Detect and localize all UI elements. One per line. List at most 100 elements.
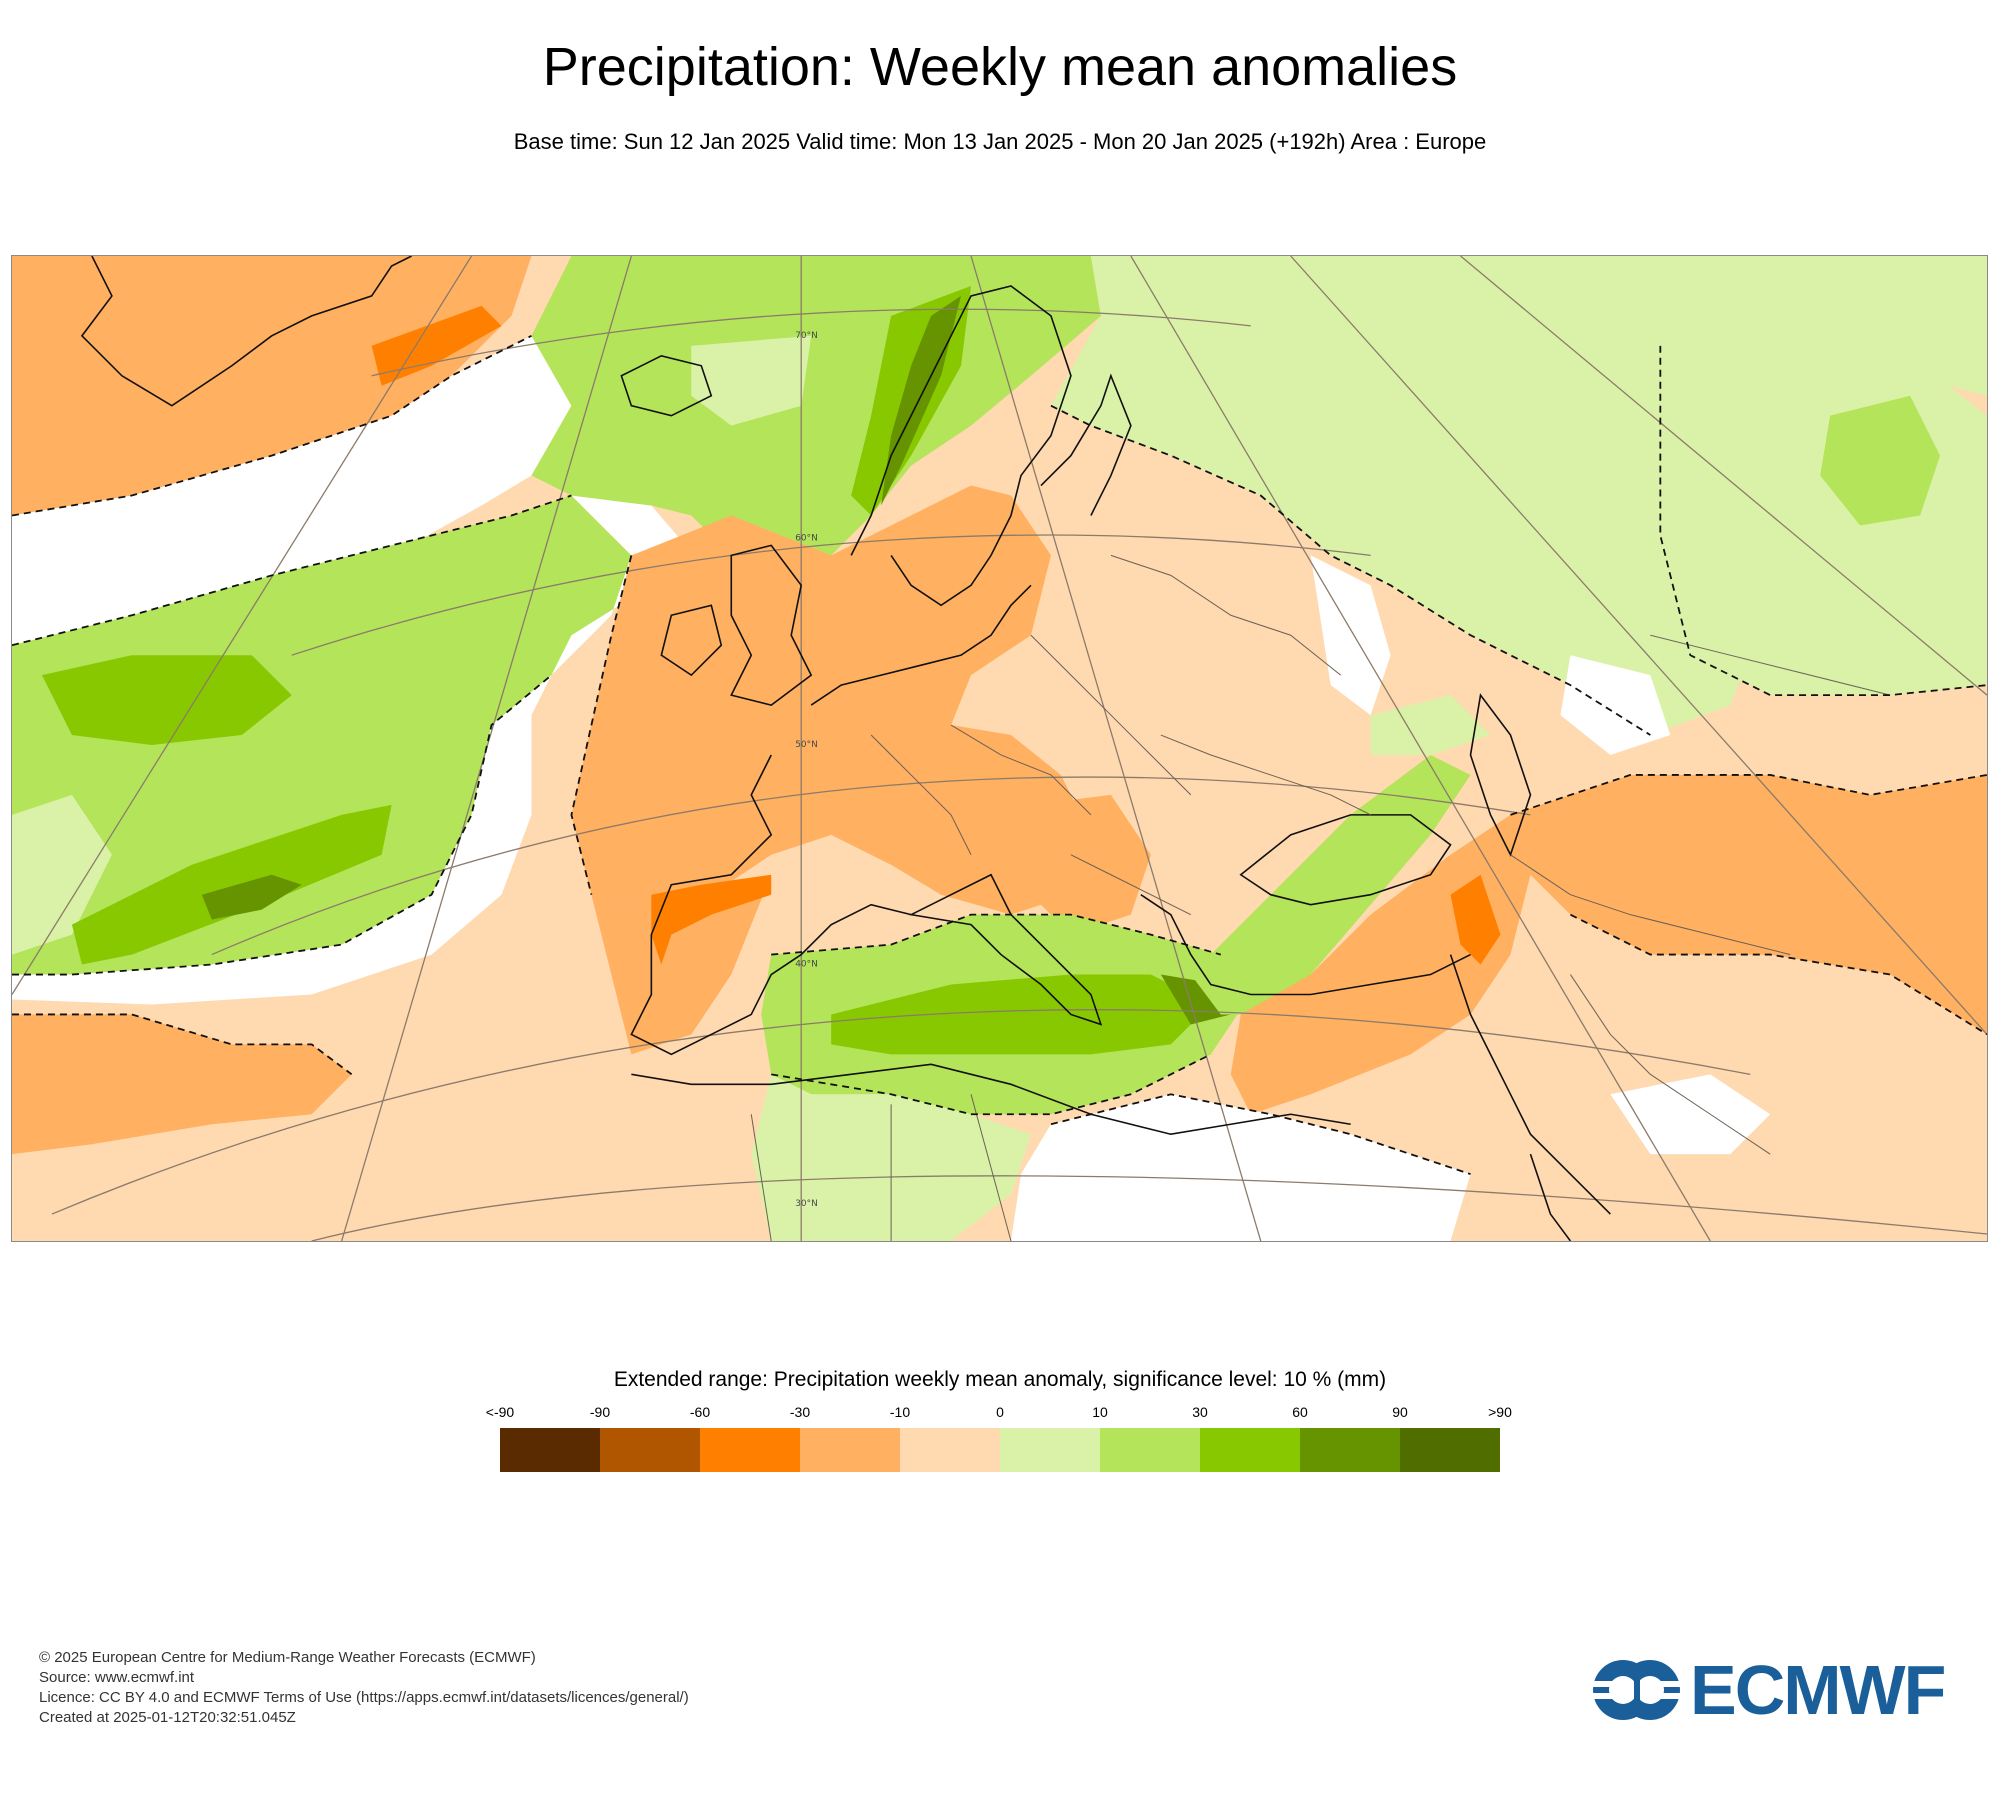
footer-copyright: © 2025 European Centre for Medium-Range …	[39, 1649, 536, 1666]
grid-label-70n: 70°N	[795, 331, 818, 341]
anomaly-region-mediterranean-strong-wet	[831, 974, 1211, 1055]
legend-tick-label: 0	[996, 1404, 1004, 1420]
border-line-5	[1160, 734, 1371, 816]
anomaly-region-black-sea-wet	[1190, 754, 1471, 1015]
legend-swatch-1	[600, 1428, 700, 1472]
coastline-iceland	[620, 354, 713, 417]
legend-swatch-2	[700, 1428, 800, 1472]
legend-swatch-4	[900, 1428, 1000, 1472]
significance-contour-arabia	[1570, 913, 1987, 1036]
significance-contour-siberia	[1659, 345, 1987, 697]
border-line-3	[1030, 634, 1192, 796]
anomaly-region-atlantic-wet-light	[12, 794, 112, 955]
chart-title: Precipitation: Weekly mean anomalies	[542, 37, 1458, 97]
border-line-1	[870, 734, 972, 856]
anomaly-region-iceland-light	[691, 335, 812, 426]
latitude-line-70n	[371, 308, 1251, 377]
ecmwf-logo-text: ECMWF	[1690, 1651, 1946, 1729]
footer-created: Created at 2025-01-12T20:32:51.045Z	[39, 1709, 296, 1726]
legend-swatch-5	[1000, 1428, 1100, 1472]
legend-tick-label: 30	[1192, 1404, 1208, 1420]
legend-tick-label: -60	[689, 1404, 711, 1420]
significance-contour-europe	[570, 555, 633, 895]
legend-tick-label: 10	[1092, 1404, 1108, 1420]
map-canvas: 70°N 60°N 50°N 40°N 30°N	[12, 256, 1987, 1241]
legend-swatch-7	[1200, 1428, 1300, 1472]
anomaly-region-middle-east-dry	[1230, 814, 1531, 1115]
coastline-west-europe	[810, 584, 1032, 706]
legend-color-bar	[500, 1428, 1500, 1472]
border-line-7	[1510, 854, 1791, 956]
coastlines	[80, 256, 1611, 1241]
legend-tick-label: 90	[1392, 1404, 1408, 1420]
coastline-red-sea	[1529, 1153, 1572, 1241]
border-line-4	[1110, 554, 1341, 676]
meridian-line-east-2	[1130, 256, 1711, 1241]
significance-contour-central-asia	[1510, 774, 1987, 816]
legend-title: Extended range: Precipitation weekly mea…	[613, 1368, 1387, 1391]
coastline-scandinavia	[850, 285, 1072, 607]
latitude-line-50n	[211, 776, 1531, 956]
legend-tick-label: 60	[1292, 1404, 1308, 1420]
legend-tick-label: -30	[789, 1404, 811, 1420]
grid-label-40n: 40°N	[795, 960, 818, 970]
legend-swatch-0	[500, 1428, 600, 1472]
anomaly-region-black-sea-light	[1370, 695, 1491, 755]
neutral-band-atlantic-east	[12, 495, 712, 1005]
anomaly-region-norway-very-wet	[881, 295, 962, 506]
latitude-line-60n	[291, 534, 1371, 656]
anomaly-region-greenland-dry	[12, 256, 532, 516]
legend-swatch-6	[1100, 1428, 1200, 1472]
anomaly-region-central-asia-dry	[1510, 774, 1987, 1035]
anomaly-region-siberia-medium-wet	[1820, 395, 1941, 526]
latitude-line-40n	[51, 1009, 1751, 1215]
coastline-black-sea	[1239, 814, 1452, 906]
significance-contour-mediterranean	[771, 913, 1222, 956]
coastline-greenland	[80, 256, 412, 407]
grid-label-60n: 60°N	[795, 533, 818, 543]
latitude-line-30n	[311, 1175, 1987, 1241]
legend-ticks: <-90 -90 -60 -30 -10 0 10 30 60 90 >90	[0, 1403, 2000, 1423]
grid-label-30n: 30°N	[795, 1199, 818, 1209]
anomaly-region-subtropical-atlantic-dry	[12, 1014, 352, 1155]
anomaly-region-greenland-strong-dry	[371, 305, 502, 386]
neutral-patch-arabia	[1610, 1074, 1771, 1155]
significance-contour-north-africa-east	[1050, 1093, 1471, 1175]
ecmwf-logo: ECMWF	[1588, 1651, 1968, 1729]
country-borders	[750, 554, 1891, 1241]
anomaly-region-iberia-dry	[591, 874, 772, 1055]
legend-tick-label: >90	[1488, 1404, 1512, 1420]
significance-contour-greenland	[12, 335, 532, 517]
coastline-baltic-finland	[1040, 373, 1132, 516]
significance-contour-north-africa	[771, 1053, 1212, 1116]
border-line-8	[1570, 974, 1771, 1155]
footer-licence: Licence: CC BY 4.0 and ECMWF Terms of Us…	[39, 1689, 689, 1706]
meridian-line-east-4	[1460, 256, 1987, 696]
neutral-patch-caspian	[1560, 655, 1671, 755]
coastline-france-spain	[630, 754, 912, 1056]
neutral-patch-north-africa	[1010, 1094, 1471, 1241]
border-line-12	[750, 1114, 772, 1241]
legend-swatch-8	[1300, 1428, 1400, 1472]
anomaly-region-atlantic-strong-wet-2	[41, 655, 292, 746]
coastline-greece-turkey	[1140, 894, 1471, 996]
legend-tick-label: -10	[889, 1404, 911, 1420]
anomaly-region-iberia-strong-dry	[651, 874, 772, 965]
legend-tick-label: -90	[589, 1404, 611, 1420]
chart-subtitle: Base time: Sun 12 Jan 2025 Valid time: M…	[513, 129, 1487, 154]
meridian-line-east-1	[970, 256, 1262, 1241]
anomaly-region-atlantic-very-wet	[201, 874, 302, 920]
legend-swatch-9	[1400, 1428, 1500, 1472]
coastline-levant	[1449, 954, 1611, 1215]
ecmwf-logo-mark	[1590, 1660, 1686, 1720]
anomaly-region-atlantic-wet	[12, 495, 632, 975]
meridian-line-west-2	[12, 256, 473, 995]
significance-contour-atlantic-south	[12, 674, 553, 976]
anomaly-region-atlantic-strong-wet	[71, 804, 392, 965]
coastline-north-africa	[631, 1063, 1351, 1136]
precipitation-anomaly-map: 70°N 60°N 50°N 40°N 30°N	[11, 255, 1988, 1242]
border-line-6	[1070, 854, 1192, 916]
border-line-9	[1650, 634, 1891, 696]
legend-tick-label: <-90	[485, 1404, 515, 1420]
grid-label-50n: 50°N	[795, 740, 818, 750]
